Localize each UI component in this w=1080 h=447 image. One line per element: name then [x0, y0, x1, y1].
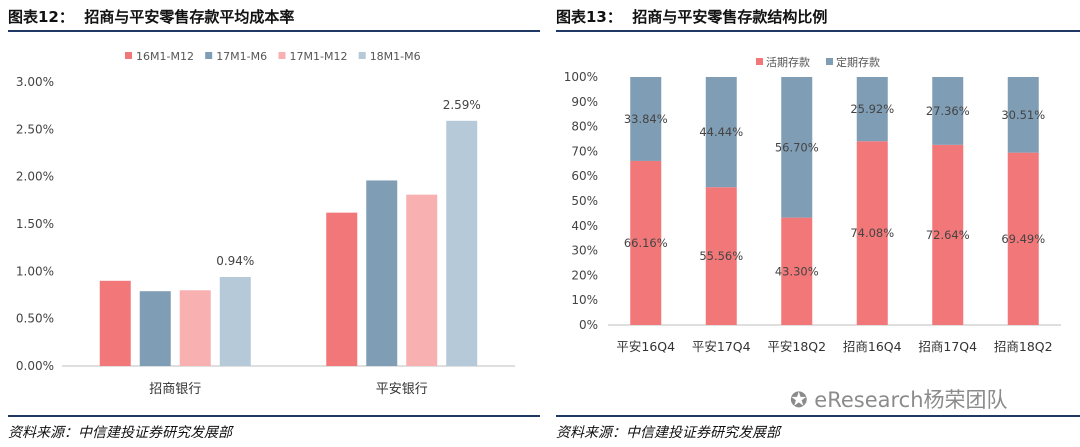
bar [326, 212, 358, 366]
data-label: 74.08% [850, 226, 894, 240]
data-label: 72.64% [926, 228, 970, 242]
legend-swatch [125, 52, 132, 59]
bar-demand-deposit [856, 141, 888, 325]
legend-swatch [358, 52, 366, 59]
left-figure-title: 图表12： 招商与平安零售存款平均成本率 [8, 6, 294, 27]
data-label: 33.84% [624, 112, 668, 126]
y-tick-label: 1.00% [16, 264, 54, 278]
bar-demand-deposit [1007, 152, 1039, 325]
x-tick-label: 平安16Q4 [616, 339, 675, 354]
left-figure: 图表12： 招商与平安零售存款平均成本率 0.00% 0.50% 1.00% 1.50… [8, 6, 540, 441]
y-tick-label: 60% [571, 169, 598, 183]
right-figure-title-text: 招商与平安零售存款结构比例 [632, 8, 828, 26]
legend-swatch [278, 52, 286, 59]
right-source-note: 资料来源：中信建投证券研究发展部 [556, 425, 780, 441]
y-tick-label: 20% [571, 268, 598, 282]
legend-swatch [826, 58, 833, 65]
data-label: 25.92% [850, 102, 894, 116]
left-top-rule [8, 30, 540, 32]
bar-demand-deposit [630, 160, 662, 325]
x-tick-label: 平安18Q2 [767, 339, 826, 354]
y-tick-label: 80% [571, 120, 598, 134]
bar [446, 120, 478, 367]
data-label: 43.30% [775, 264, 819, 278]
right-figure-number: 图表13： [556, 8, 622, 26]
left-bar-chart: 0.00% 0.50% 1.00% 1.50% 2.00% 2.50% 3.00% 招商银行 平… [16, 50, 515, 397]
left-source-note: 资料来源：中信建投证券研究发展部 [8, 425, 232, 441]
y-tick-label: 70% [571, 144, 598, 158]
bar-demand-deposit [932, 144, 964, 325]
right-figure-title: 图表13： 招商与平安零售存款结构比例 [556, 6, 827, 27]
x-tick-label: 平安17Q4 [692, 339, 751, 354]
legend-label: 活期存款 [766, 55, 810, 69]
y-tick-label: 0% [579, 318, 598, 332]
watermark-text: eResearch杨荣团队 [814, 388, 1008, 412]
bar-time-deposit [630, 77, 662, 161]
data-label: 44.44% [699, 125, 743, 139]
bar-time-deposit [856, 77, 888, 142]
x-tick-label: 招商17Q4 [918, 339, 977, 354]
data-label: 0.94% [216, 254, 254, 268]
data-label: 56.70% [775, 140, 819, 154]
legend-label: 定期存款 [836, 55, 880, 69]
data-label: 27.36% [926, 104, 970, 118]
y-tick-label: 2.50% [16, 122, 54, 136]
y-tick-label: 90% [571, 95, 598, 109]
x-tick-label: 招商18Q2 [994, 339, 1053, 354]
bar [366, 180, 398, 366]
y-tick-label: 2.00% [16, 170, 54, 184]
data-label: 30.51% [1001, 108, 1045, 122]
y-tick-label: 40% [571, 219, 598, 233]
bar-demand-deposit [781, 217, 813, 325]
watermark: ✪ eResearch杨荣团队 [790, 384, 1008, 414]
bar-time-deposit [781, 77, 813, 218]
left-figure-title-text: 招商与平安零售存款平均成本率 [84, 8, 295, 26]
x-tick-label: 招商银行 [149, 382, 201, 397]
y-tick-label: 100% [564, 70, 598, 84]
wechat-icon: ✪ [790, 388, 808, 412]
bar [406, 194, 438, 366]
y-tick-label: 0.00% [16, 359, 54, 373]
data-label: 69.49% [1001, 232, 1045, 246]
bar-time-deposit [1007, 77, 1039, 153]
y-tick-label: 1.50% [16, 217, 54, 231]
y-tick-label: 3.00% [16, 75, 54, 89]
data-label: 66.16% [624, 236, 668, 250]
bar [219, 277, 251, 366]
legend-label: 17M1-M12 [290, 50, 348, 63]
legend-label: 18M1-M6 [370, 50, 421, 63]
right-top-rule [556, 30, 1080, 32]
legend-swatch [756, 58, 763, 65]
right-stacked-bar-chart: 0% 10% 20% 30% 40% 50% 60% 70% 80% 90% 100% 66.16% 3… [564, 55, 1061, 354]
right-figure: 图表13： 招商与平安零售存款结构比例 0% 10% 20% 30% 40% 50% 60%… [556, 0, 1080, 447]
data-label: 2.59% [443, 98, 481, 112]
data-label: 55.56% [699, 249, 743, 263]
right-bottom-rule [556, 415, 1080, 417]
y-tick-label: 0.50% [16, 312, 54, 326]
left-figure-number: 图表12： [8, 8, 74, 26]
bar-time-deposit [705, 77, 737, 188]
bar-demand-deposit [705, 187, 737, 325]
y-tick-label: 30% [571, 244, 598, 258]
x-tick-label: 平安银行 [376, 382, 428, 397]
legend-swatch [205, 52, 213, 59]
y-tick-label: 10% [571, 293, 598, 307]
legend-label: 17M1-M6 [216, 50, 267, 63]
left-bottom-rule [8, 415, 540, 417]
bar [179, 290, 211, 366]
bar [99, 280, 131, 366]
x-tick-label: 招商16Q4 [843, 339, 902, 354]
y-tick-label: 50% [571, 194, 598, 208]
bar-time-deposit [932, 77, 964, 145]
legend-label: 16M1-M12 [136, 50, 194, 63]
bar [139, 291, 171, 366]
